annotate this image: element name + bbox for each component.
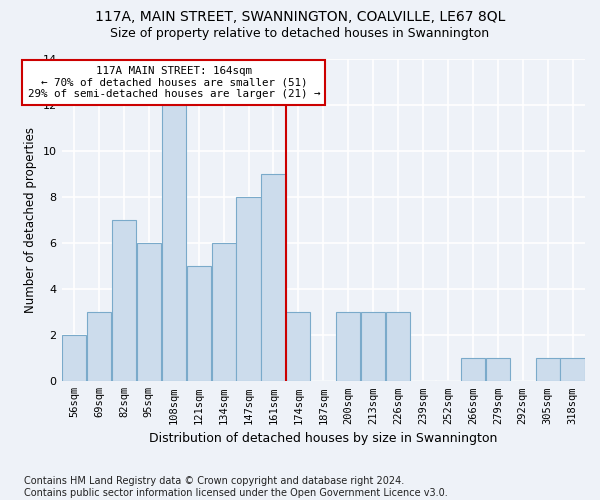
Bar	[87, 312, 111, 382]
Y-axis label: Number of detached properties: Number of detached properties	[24, 127, 37, 313]
Text: 117A MAIN STREET: 164sqm
← 70% of detached houses are smaller (51)
29% of semi-d: 117A MAIN STREET: 164sqm ← 70% of detach…	[28, 66, 320, 99]
Bar	[187, 266, 211, 382]
Text: Contains HM Land Registry data © Crown copyright and database right 2024.
Contai: Contains HM Land Registry data © Crown c…	[24, 476, 448, 498]
Bar	[386, 312, 410, 382]
Bar	[62, 336, 86, 382]
X-axis label: Distribution of detached houses by size in Swannington: Distribution of detached houses by size …	[149, 432, 497, 445]
Bar	[112, 220, 136, 382]
Bar	[461, 358, 485, 382]
Bar	[485, 358, 510, 382]
Bar	[361, 312, 385, 382]
Bar	[137, 243, 161, 382]
Bar	[212, 243, 236, 382]
Bar	[286, 312, 310, 382]
Bar	[236, 197, 260, 382]
Bar	[560, 358, 584, 382]
Text: 117A, MAIN STREET, SWANNINGTON, COALVILLE, LE67 8QL: 117A, MAIN STREET, SWANNINGTON, COALVILL…	[95, 10, 505, 24]
Bar	[161, 105, 186, 382]
Bar	[336, 312, 361, 382]
Text: Size of property relative to detached houses in Swannington: Size of property relative to detached ho…	[110, 28, 490, 40]
Bar	[536, 358, 560, 382]
Bar	[262, 174, 286, 382]
